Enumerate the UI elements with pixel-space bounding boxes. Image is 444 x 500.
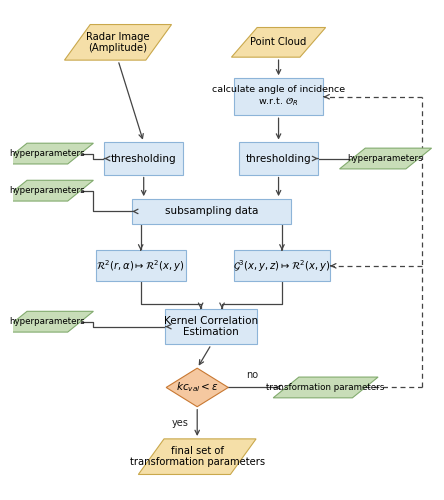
Text: hyperparameters: hyperparameters	[9, 186, 85, 195]
Text: subsampling data: subsampling data	[165, 206, 258, 216]
Text: hyperparameters: hyperparameters	[9, 149, 85, 158]
Bar	[96, 250, 186, 281]
Text: thresholding: thresholding	[246, 154, 311, 164]
Text: Radar Image
(Amplitude): Radar Image (Amplitude)	[86, 32, 150, 53]
Polygon shape	[166, 368, 228, 406]
Text: transformation parameters: transformation parameters	[266, 383, 385, 392]
Text: Kernel Correlation
Estimation: Kernel Correlation Estimation	[164, 316, 258, 338]
Text: thresholding: thresholding	[111, 154, 177, 164]
Bar	[165, 309, 258, 344]
Polygon shape	[340, 148, 432, 169]
Polygon shape	[231, 28, 325, 57]
Text: $kc_{val} < \epsilon$: $kc_{val} < \epsilon$	[176, 380, 218, 394]
Polygon shape	[1, 143, 93, 164]
Text: no: no	[246, 370, 258, 380]
Bar	[104, 142, 183, 174]
Bar	[234, 78, 324, 116]
Polygon shape	[1, 312, 93, 332]
Polygon shape	[273, 377, 378, 398]
Text: yes: yes	[172, 418, 189, 428]
Polygon shape	[139, 439, 256, 474]
Polygon shape	[64, 24, 171, 60]
Text: final set of
transformation parameters: final set of transformation parameters	[130, 446, 265, 468]
Bar	[239, 142, 318, 174]
Text: hyperparameters: hyperparameters	[348, 154, 424, 163]
Bar	[132, 199, 290, 224]
Text: $\mathcal{R}^2(r,\alpha)\mapsto\mathcal{R}^2(x,y)$: $\mathcal{R}^2(r,\alpha)\mapsto\mathcal{…	[96, 258, 185, 274]
Bar	[234, 250, 330, 281]
Text: Point Cloud: Point Cloud	[250, 38, 307, 48]
Polygon shape	[1, 180, 93, 201]
Text: hyperparameters: hyperparameters	[9, 317, 85, 326]
Text: $\mathcal{G}^3(x,y,z)\mapsto\mathcal{R}^2(x,y)$: $\mathcal{G}^3(x,y,z)\mapsto\mathcal{R}^…	[233, 258, 331, 274]
Text: calculate angle of incidence
w.r.t. $\mathcal{O}_R$: calculate angle of incidence w.r.t. $\ma…	[212, 85, 345, 108]
